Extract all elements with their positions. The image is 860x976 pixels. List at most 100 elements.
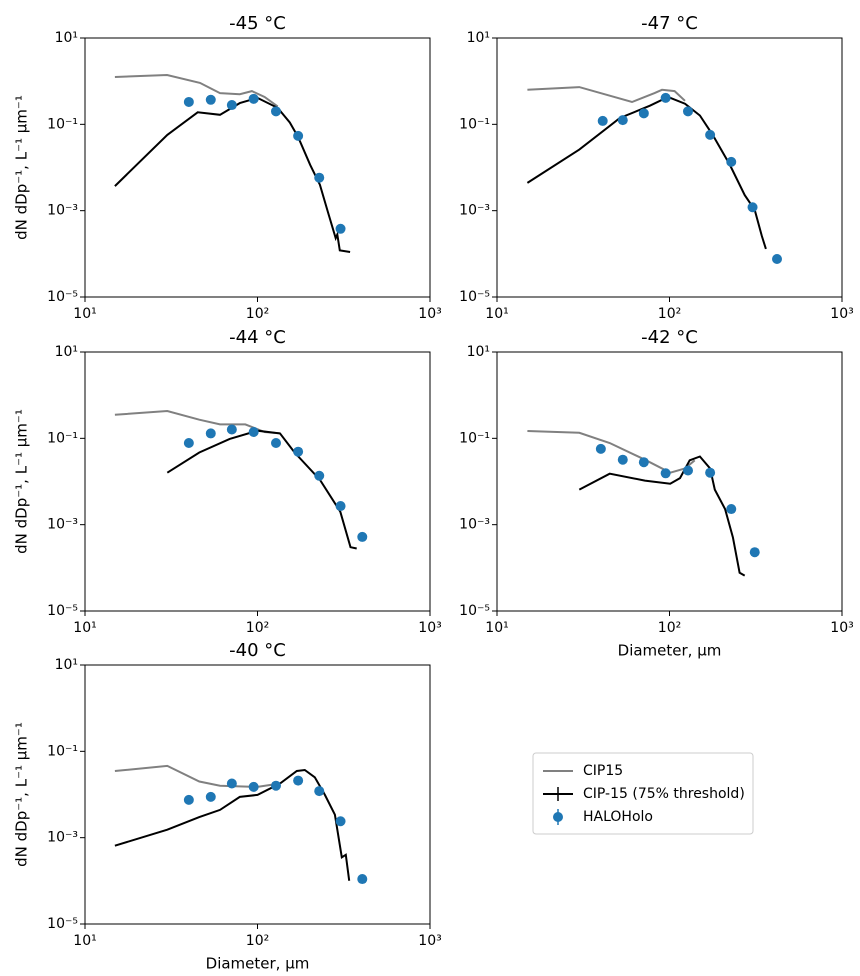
data-point bbox=[726, 504, 737, 515]
x-axis-label: Diameter, µm bbox=[618, 642, 722, 660]
y-tick-label: 10⁻³ bbox=[459, 517, 490, 533]
series-line bbox=[114, 73, 279, 108]
data-point bbox=[617, 115, 628, 126]
data-point bbox=[293, 775, 304, 786]
y-tick-label: 10⁻³ bbox=[47, 203, 78, 219]
x-tick-label: 10³ bbox=[830, 620, 853, 636]
y-tick-label: 10⁻³ bbox=[47, 517, 78, 533]
y-axis-label: dN dDp⁻¹, L⁻¹ µm⁻¹ bbox=[13, 722, 31, 867]
y-tick-label: 10¹ bbox=[55, 344, 78, 360]
data-point bbox=[638, 108, 649, 119]
data-point bbox=[749, 547, 760, 558]
plot-frame bbox=[496, 37, 843, 298]
data-point bbox=[314, 786, 325, 797]
data-point bbox=[597, 115, 608, 126]
data-point bbox=[357, 874, 368, 885]
x-axis-label: Diameter, µm bbox=[206, 955, 310, 973]
data-point bbox=[726, 156, 737, 167]
legend-label: CIP-15 (75% threshold) bbox=[583, 786, 745, 802]
legend-label: HALOHolo bbox=[583, 809, 653, 825]
data-point bbox=[205, 791, 216, 802]
data-point bbox=[357, 531, 368, 542]
legend-swatch bbox=[553, 812, 563, 822]
data-point bbox=[270, 780, 281, 791]
y-tick-label: 10⁻¹ bbox=[47, 743, 78, 759]
data-point bbox=[705, 467, 716, 478]
x-tick-label: 10³ bbox=[418, 933, 441, 949]
data-point bbox=[660, 92, 671, 103]
data-point bbox=[638, 457, 649, 468]
data-point bbox=[183, 437, 194, 448]
data-point bbox=[183, 794, 194, 805]
x-tick-label: 10² bbox=[246, 933, 269, 949]
series-line bbox=[527, 86, 686, 104]
data-point bbox=[270, 437, 281, 448]
data-point bbox=[248, 93, 259, 104]
x-tick-label: 10¹ bbox=[485, 620, 508, 636]
y-tick-label: 10⁻⁵ bbox=[47, 289, 78, 305]
x-tick-label: 10¹ bbox=[73, 620, 96, 636]
x-tick-label: 10¹ bbox=[485, 306, 508, 322]
x-tick-label: 10² bbox=[658, 620, 681, 636]
panel-title: -44 °C bbox=[229, 327, 286, 348]
data-point bbox=[248, 781, 259, 792]
y-tick-label: 10⁻¹ bbox=[459, 116, 490, 132]
y-tick-label: 10¹ bbox=[55, 30, 78, 46]
y-tick-label: 10⁻⁵ bbox=[47, 603, 78, 619]
series-line bbox=[578, 455, 746, 577]
data-point bbox=[335, 816, 346, 827]
data-point bbox=[595, 443, 606, 454]
data-point bbox=[293, 446, 304, 457]
data-point bbox=[335, 223, 346, 234]
data-point bbox=[226, 424, 237, 435]
x-tick-label: 10¹ bbox=[73, 933, 96, 949]
data-point bbox=[226, 100, 237, 111]
y-tick-label: 10⁻¹ bbox=[459, 430, 490, 446]
data-point bbox=[314, 172, 325, 183]
panel-title: -40 °C bbox=[229, 640, 286, 661]
data-point bbox=[226, 778, 237, 789]
series-line bbox=[114, 96, 351, 253]
y-tick-label: 10¹ bbox=[467, 344, 490, 360]
y-tick-label: 10¹ bbox=[55, 657, 78, 673]
y-tick-label: 10⁻³ bbox=[459, 203, 490, 219]
y-tick-label: 10⁻⁵ bbox=[47, 916, 78, 932]
series-line bbox=[166, 429, 357, 550]
data-point bbox=[205, 94, 216, 105]
data-point bbox=[772, 253, 783, 264]
data-point bbox=[248, 427, 259, 438]
x-tick-label: 10³ bbox=[830, 306, 853, 322]
data-point bbox=[183, 96, 194, 107]
data-point bbox=[314, 470, 325, 481]
data-point bbox=[617, 454, 628, 465]
data-point bbox=[682, 465, 693, 476]
data-point bbox=[293, 130, 304, 141]
panel-title: -45 °C bbox=[229, 13, 286, 34]
y-tick-label: 10⁻¹ bbox=[47, 116, 78, 132]
legend-label: CIP15 bbox=[583, 763, 623, 779]
legend-box bbox=[532, 752, 754, 835]
data-point bbox=[205, 428, 216, 439]
y-tick-label: 10⁻¹ bbox=[47, 430, 78, 446]
y-tick-label: 10⁻⁵ bbox=[459, 289, 490, 305]
y-axis-label: dN dDp⁻¹, L⁻¹ µm⁻¹ bbox=[13, 95, 31, 240]
x-tick-label: 10³ bbox=[418, 620, 441, 636]
data-point bbox=[705, 129, 716, 140]
plot-frame bbox=[84, 351, 431, 612]
plot-frame bbox=[496, 351, 843, 612]
series-line bbox=[526, 95, 767, 250]
y-tick-label: 10⁻⁵ bbox=[459, 603, 490, 619]
data-point bbox=[747, 202, 758, 213]
x-tick-label: 10² bbox=[658, 306, 681, 322]
data-point bbox=[682, 106, 693, 117]
series-line bbox=[527, 430, 696, 474]
series-line bbox=[114, 764, 281, 788]
panel-title: -47 °C bbox=[641, 13, 698, 34]
y-tick-label: 10¹ bbox=[467, 30, 490, 46]
data-point bbox=[335, 501, 346, 512]
x-tick-label: 10² bbox=[246, 620, 269, 636]
x-tick-label: 10² bbox=[246, 306, 269, 322]
x-tick-label: 10³ bbox=[418, 306, 441, 322]
panel-title: -42 °C bbox=[641, 327, 698, 348]
